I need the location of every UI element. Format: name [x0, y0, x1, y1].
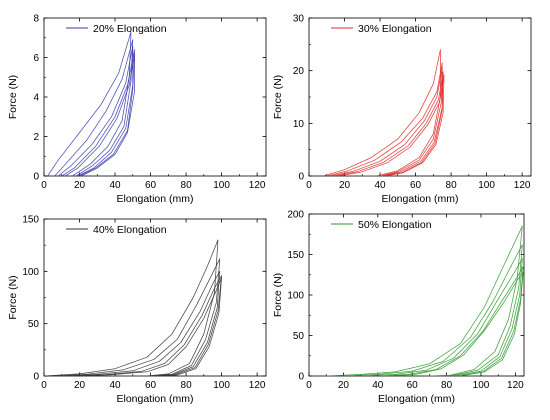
legend-entry: 30% Elongation: [358, 23, 432, 35]
legend-entry: 20% Elongation: [93, 23, 167, 35]
x-tick-label: 80: [181, 180, 193, 191]
y-tick-label: 150: [287, 250, 304, 261]
y-tick-label: 0: [33, 172, 39, 183]
chart-panel-2: 0 20 40 60 80 100 120 0 10 20 30 Elongation (mm) For…: [272, 14, 532, 205]
plot-frame: [43, 218, 267, 377]
series-line-4: [70, 275, 222, 376]
chart-panel-4: 0 20 40 60 80 100 120 0 50 100 150 200 Elongation (m…: [272, 210, 525, 405]
series-line-1: [44, 239, 219, 376]
chart-panel-1: 0 20 40 60 80 100 120 0 2 4 6 8 Elongation (mm) Force…: [7, 14, 267, 205]
series-line-5: [337, 74, 445, 176]
series-line-2: [52, 258, 221, 376]
x-tick-label: 80: [441, 380, 453, 391]
x-tick-label: 60: [145, 180, 157, 191]
x-axis-label: Elongation (mm): [381, 193, 458, 205]
series-line-4: [61, 49, 135, 176]
series-group: [44, 239, 222, 376]
y-tick-label: 150: [22, 215, 39, 226]
y-tick-label: 50: [28, 319, 40, 330]
y-tick-label: 2: [33, 132, 39, 143]
plot-frame: [308, 213, 525, 377]
x-tick-label: 0: [41, 380, 47, 391]
series-line-2: [343, 244, 523, 376]
x-tick-label: 60: [145, 380, 157, 391]
series-line-3: [360, 258, 523, 376]
x-axis-label: Elongation (mm): [116, 193, 193, 205]
x-tick-label: 80: [181, 380, 193, 391]
y-tick-label: 10: [293, 119, 305, 130]
chart-panel-3: 0 20 40 60 80 100 120 0 50 100 150 Elongation (mm) F…: [7, 215, 267, 405]
plot-frame: [308, 17, 532, 177]
x-tick-label: 20: [74, 380, 86, 391]
x-tick-label: 120: [514, 180, 531, 191]
y-tick-label: 0: [298, 172, 304, 183]
x-tick-label: 20: [74, 180, 86, 191]
x-tick-label: 60: [407, 380, 419, 391]
y-tick-label: 0: [33, 372, 39, 383]
y-axis-label: Force (N): [272, 75, 284, 119]
y-axis-label: Force (N): [272, 273, 284, 317]
series-line-3: [61, 270, 221, 376]
x-tick-label: 0: [306, 380, 312, 391]
y-tick-label: 200: [287, 210, 304, 221]
series-line-5: [65, 53, 135, 176]
x-tick-label: 20: [338, 380, 350, 391]
x-tick-label: 40: [109, 180, 121, 191]
x-tick-label: 80: [446, 180, 458, 191]
y-axis-label: Force (N): [7, 275, 19, 319]
y-tick-label: 8: [33, 14, 39, 25]
y-tick-label: 100: [287, 291, 304, 302]
series-line-5: [386, 271, 524, 376]
y-tick-label: 6: [33, 53, 39, 64]
series-group: [326, 225, 524, 376]
plot-frame: [43, 17, 267, 177]
legend-entry: 40% Elongation: [93, 224, 167, 236]
series-group: [323, 49, 445, 176]
y-tick-label: 20: [293, 66, 305, 77]
y-tick-label: 4: [33, 93, 39, 104]
x-tick-label: 40: [374, 180, 386, 191]
series-group: [47, 31, 135, 176]
x-tick-label: 0: [41, 180, 47, 191]
series-line-4: [333, 71, 444, 176]
x-tick-label: 100: [478, 180, 495, 191]
series-line-2: [54, 39, 134, 176]
x-tick-label: 40: [109, 380, 121, 391]
x-axis-label: Elongation (mm): [378, 393, 455, 405]
x-tick-label: 100: [473, 380, 490, 391]
y-tick-label: 0: [298, 372, 304, 383]
legend-entry: 50% Elongation: [358, 219, 432, 231]
y-tick-label: 100: [22, 267, 39, 278]
x-tick-label: 120: [249, 180, 266, 191]
series-line-1: [323, 49, 441, 176]
x-tick-label: 100: [213, 380, 230, 391]
x-tick-label: 120: [249, 380, 266, 391]
series-line-4: [377, 266, 524, 376]
series-line-5: [79, 277, 222, 376]
y-tick-label: 30: [293, 14, 305, 25]
x-tick-label: 100: [213, 180, 230, 191]
y-axis-label: Force (N): [7, 75, 19, 119]
x-tick-label: 0: [306, 180, 312, 191]
y-tick-label: 50: [293, 331, 305, 342]
series-line-3: [330, 67, 443, 176]
series-line-2: [326, 62, 443, 176]
x-tick-label: 40: [372, 380, 384, 391]
series-line-3: [57, 45, 134, 176]
x-tick-label: 120: [507, 380, 524, 391]
x-axis-label: Elongation (mm): [116, 393, 193, 405]
x-tick-label: 60: [410, 180, 422, 191]
series-line-1: [47, 31, 132, 176]
series-line-1: [326, 225, 523, 376]
x-tick-label: 20: [339, 180, 351, 191]
